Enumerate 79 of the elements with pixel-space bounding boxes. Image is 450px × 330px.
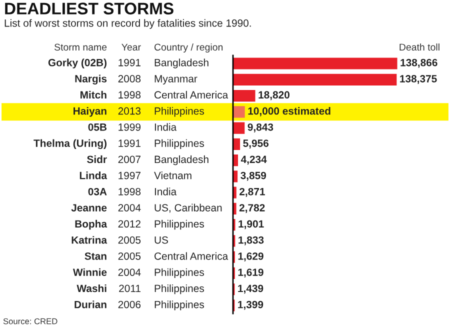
bar: [233, 90, 256, 102]
text: US, Caribbean: [154, 204, 222, 213]
text: India: [154, 123, 177, 131]
text: DEADLIEST STORMS: [5, 2, 174, 14]
y-tick-label: Bopha: [75, 220, 108, 230]
y-tick-label: Mitch: [80, 90, 106, 99]
text: Philippines: [154, 107, 204, 117]
text: US: [154, 236, 168, 244]
y-tick-label: 05B: [88, 123, 107, 131]
text: Philippines: [154, 220, 204, 230]
text: 2004: [118, 204, 141, 212]
text: India: [154, 188, 177, 196]
data-label: 1,901: [238, 220, 264, 230]
text: Philippines: [154, 300, 204, 310]
text: 1999: [118, 123, 141, 131]
data-label: 1,629: [238, 252, 264, 262]
text: Year: [122, 44, 141, 51]
y-tick-label: Sidr: [87, 155, 107, 164]
text: 2007: [118, 156, 140, 164]
y-tick-label: Durian: [74, 300, 106, 308]
text: Central America: [154, 90, 228, 99]
y-tick-label: Winnie: [72, 268, 107, 276]
y-tick-label: 03A: [88, 188, 107, 196]
data-label: 9,843: [248, 123, 274, 132]
data-label: 10,000 estimated: [248, 107, 330, 116]
data-label: 138,375: [400, 75, 437, 84]
text: 2012: [118, 220, 140, 228]
data-label: 1,619: [238, 268, 264, 278]
bar: [233, 74, 397, 86]
source-note: Source: CRED: [3, 318, 58, 324]
text: Myanmar: [154, 75, 198, 84]
data-label: 3,859: [240, 172, 266, 181]
text: Country / region: [154, 43, 223, 53]
data-label: 2,782: [239, 204, 265, 213]
text: 2011: [119, 284, 140, 292]
data-label: 18,820: [258, 91, 290, 100]
bar: [233, 186, 236, 198]
text: 2008: [118, 75, 141, 82]
text: 1991: [118, 140, 140, 147]
text: Central America: [154, 252, 228, 260]
text: 2005: [118, 252, 141, 260]
text: Philippines: [154, 284, 204, 294]
text: Philippines: [154, 139, 204, 150]
text: 2006: [118, 300, 141, 308]
data-label: 4,234: [240, 156, 267, 165]
y-tick-label: Jeanne: [71, 204, 107, 212]
y-tick-label: Thelma (Uring): [34, 139, 106, 150]
text: List of worst storms on record by fatalities since 1990.: [4, 19, 251, 29]
bar: [233, 106, 245, 118]
bar: [233, 58, 398, 70]
text: 1998: [118, 91, 141, 99]
text: 2005: [118, 236, 141, 244]
data-label: 1,439: [238, 284, 264, 294]
y-axis-title: Storm name: [54, 44, 107, 51]
text: Vietnam: [154, 172, 192, 180]
y-tick-label: Washi: [76, 284, 106, 292]
bar: [233, 202, 236, 214]
text: Bangladesh: [154, 58, 208, 68]
data-label: 2,871: [240, 188, 265, 197]
text: 2013: [118, 107, 141, 115]
y-tick-label: Gorky (02B): [48, 58, 106, 68]
text: Bangladesh: [154, 155, 208, 166]
y-tick-label: Linda: [80, 172, 108, 180]
y-tick-label: Stan: [84, 252, 106, 260]
data-label: 138,866: [400, 58, 438, 68]
data-label: 5,956: [243, 140, 269, 148]
text: 2004: [118, 268, 141, 276]
text: Philippines: [154, 268, 204, 278]
y-tick-label: Haiyan: [74, 107, 106, 117]
y-tick-label: Nargis: [75, 74, 107, 85]
bar: [233, 138, 240, 150]
text: 1991: [118, 58, 140, 66]
y-tick-label: Katrina: [72, 236, 108, 244]
data-label: 1,833: [238, 236, 264, 246]
text: 1997: [118, 172, 140, 180]
x-axis-title: Death toll: [400, 43, 440, 51]
bar: [233, 122, 245, 134]
text: 1998: [118, 188, 141, 196]
data-label: 1,399: [238, 300, 264, 310]
